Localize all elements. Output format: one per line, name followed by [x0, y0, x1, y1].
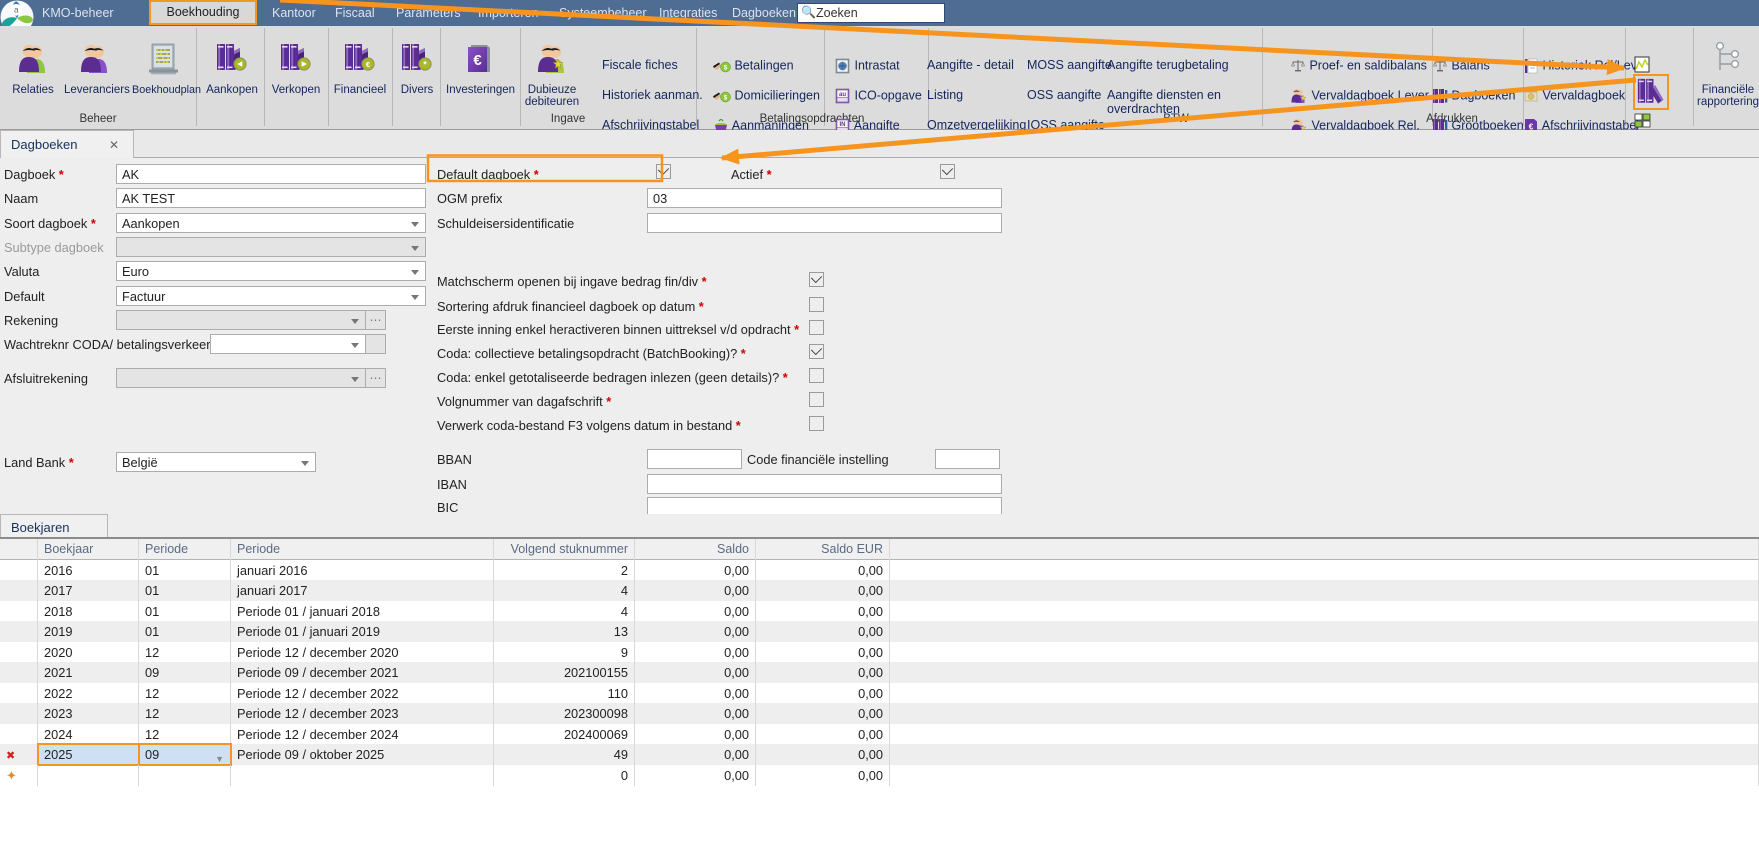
svg-text:*: *	[423, 60, 427, 70]
svg-text:IN: IN	[840, 122, 846, 128]
svg-text:a: a	[14, 5, 19, 15]
svg-text:€: €	[473, 52, 482, 69]
svg-text:au: au	[839, 92, 846, 98]
